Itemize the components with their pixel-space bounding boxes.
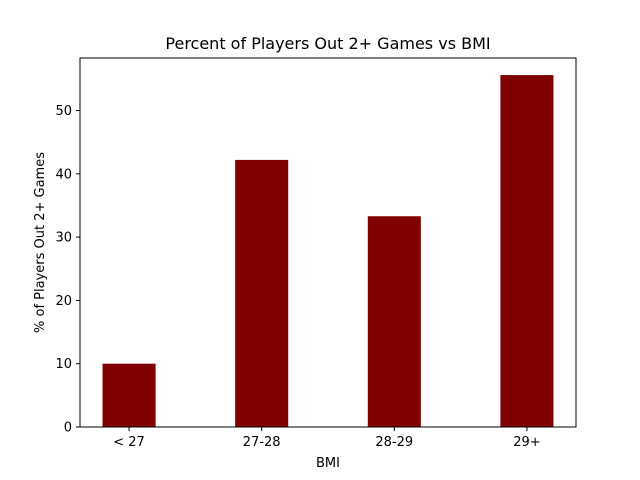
plot-frame — [79, 57, 577, 428]
bars-group — [102, 75, 554, 428]
y-tick-label-3: 30 — [55, 231, 72, 246]
x-tick-label-1: 27-28 — [243, 435, 281, 450]
y-tick-label-2: 20 — [55, 294, 72, 309]
y-tick-label-0: 0 — [64, 421, 72, 436]
bar-2 — [367, 216, 421, 427]
x-tick-label-2: 28-29 — [375, 435, 413, 450]
bar-0 — [102, 363, 156, 427]
x-tick-label-0: < 27 — [113, 435, 145, 450]
bar-1 — [235, 159, 289, 428]
y-axis-ticks: 0 10 20 30 40 50 — [55, 104, 80, 436]
y-tick-label-5: 50 — [55, 104, 72, 119]
x-axis-label: BMI — [316, 456, 340, 471]
chart-title: Percent of Players Out 2+ Games vs BMI — [165, 34, 490, 53]
bar-3 — [500, 75, 554, 427]
x-axis-ticks: < 27 27-28 28-29 29+ — [113, 427, 541, 450]
y-axis-label: % of Players Out 2+ Games — [33, 152, 48, 333]
y-tick-label-4: 40 — [55, 167, 72, 182]
x-tick-label-3: 29+ — [513, 435, 540, 450]
y-tick-label-1: 10 — [55, 357, 72, 372]
